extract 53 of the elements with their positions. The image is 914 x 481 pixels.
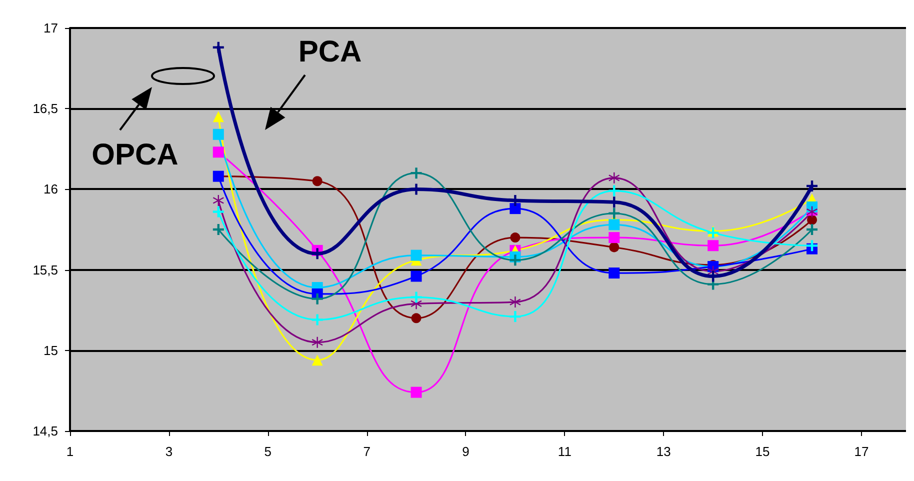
x-tick-label: 15 bbox=[755, 444, 770, 459]
annotation: OPCA bbox=[92, 138, 178, 172]
point bbox=[608, 219, 620, 230]
point bbox=[608, 172, 620, 184]
point bbox=[212, 111, 224, 122]
point bbox=[410, 292, 422, 303]
point bbox=[212, 224, 224, 235]
point bbox=[212, 128, 224, 140]
point bbox=[609, 242, 620, 252]
x-tick-label: 5 bbox=[264, 444, 272, 459]
y-tick-label: 16 bbox=[44, 182, 58, 197]
point bbox=[410, 250, 422, 261]
point bbox=[608, 185, 620, 196]
y-tick-label: 17 bbox=[44, 20, 58, 36]
point bbox=[510, 296, 521, 308]
point bbox=[411, 313, 422, 324]
point bbox=[807, 214, 818, 225]
point bbox=[806, 180, 818, 192]
point bbox=[410, 270, 422, 282]
x-tick-label: 17 bbox=[854, 444, 869, 459]
point bbox=[312, 336, 323, 348]
point bbox=[312, 314, 323, 326]
point bbox=[510, 254, 521, 266]
point bbox=[510, 203, 521, 214]
x-tick-label: 11 bbox=[558, 444, 572, 459]
point bbox=[608, 268, 620, 279]
x-tick-label: 13 bbox=[656, 444, 671, 459]
point bbox=[608, 232, 620, 244]
point bbox=[510, 232, 520, 243]
point bbox=[212, 194, 224, 206]
y-tick-label: 15 bbox=[44, 342, 58, 358]
point bbox=[410, 168, 422, 179]
y-tick-label: 14,5 bbox=[32, 424, 58, 438]
point bbox=[312, 248, 323, 260]
annotation: PCA bbox=[298, 36, 362, 68]
x-tick-label: 9 bbox=[462, 444, 470, 459]
point bbox=[312, 176, 322, 186]
point bbox=[410, 386, 422, 398]
point bbox=[212, 146, 224, 158]
y-tick-label: 15,5 bbox=[32, 262, 58, 278]
y-tick-label: 16,5 bbox=[32, 101, 58, 116]
point bbox=[708, 240, 719, 252]
point bbox=[312, 293, 323, 304]
point bbox=[806, 224, 818, 235]
point bbox=[212, 206, 224, 218]
x-tick-label: 3 bbox=[165, 444, 173, 459]
point bbox=[806, 240, 818, 252]
x-tick-label: 1 bbox=[66, 444, 74, 459]
point bbox=[608, 208, 620, 219]
point bbox=[212, 42, 224, 53]
point bbox=[510, 311, 521, 322]
x-tick-label: 7 bbox=[363, 444, 370, 459]
point bbox=[312, 354, 323, 366]
